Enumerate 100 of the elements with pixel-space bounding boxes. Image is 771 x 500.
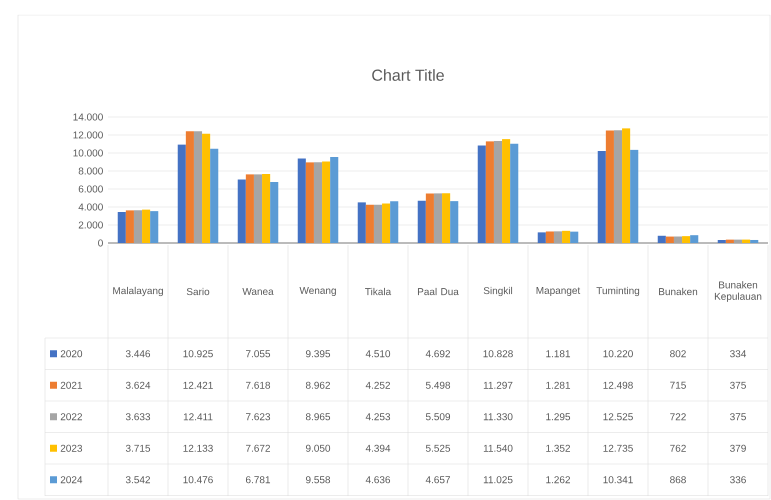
data-label: 7.055 [246,350,270,358]
data-label: 762 [670,444,686,452]
data-label: 3.624 [126,382,150,389]
bar [330,156,338,243]
data-label: 802 [670,350,686,358]
bar [118,212,126,243]
data-label: 334 [730,350,746,358]
data-label: 12.498 [603,382,633,389]
y-tick-label: 6.000 [78,185,103,193]
y-tick-label: 0 [98,239,103,247]
bar [426,194,434,243]
data-label: 4.510 [366,350,390,358]
bar [614,130,622,243]
data-label: 12.421 [183,382,213,389]
data-label: 5.498 [426,382,450,389]
data-label: 6.781 [246,476,270,484]
bar [238,180,246,243]
data-label: 375 [730,413,746,420]
data-label: 12.735 [603,444,633,452]
x-tick-label: Bunaken Kepulauan [714,281,762,302]
bar [750,240,758,243]
bar [734,240,742,243]
data-label: 10.341 [603,476,633,484]
bar [726,240,734,243]
data-label: 9.050 [306,444,330,452]
bar [314,162,322,243]
legend-label: 2024 [60,476,82,484]
x-tick-label: Mapanget [536,287,580,296]
bar [134,210,142,243]
data-label: 868 [670,476,686,484]
data-label: 10.220 [603,350,633,358]
data-label: 12.411 [184,413,212,420]
bar [322,162,330,243]
data-label: 722 [670,413,686,420]
y-tick-label: 4.000 [78,203,103,211]
bar [742,240,750,243]
bar [246,174,254,243]
data-label: 11.297 [484,382,512,389]
bar [494,141,502,243]
data-label: 4.252 [366,382,390,389]
bar [570,232,578,243]
bar [202,134,210,243]
bar [682,236,690,243]
bar [150,211,158,243]
data-label: 1.352 [546,444,570,452]
bar [486,141,494,243]
bar [658,236,666,243]
data-label: 10.476 [183,476,213,484]
bar [366,204,374,243]
bar [622,128,630,243]
data-label: 7.623 [246,413,270,420]
bar [502,139,510,243]
data-label: 1.181 [546,350,570,358]
data-label: 8.962 [306,382,330,389]
bar [434,193,442,243]
data-label: 9.558 [306,476,330,484]
bar [186,131,194,243]
data-label: 12.525 [603,413,633,420]
y-tick-label: 12.000 [73,131,103,139]
y-tick-label: 10.000 [73,149,103,157]
y-tick-label: 2.000 [78,221,103,229]
bar [666,236,674,243]
data-label: 9.395 [306,350,330,358]
data-label: 4.253 [366,413,390,420]
bar [358,202,366,243]
bar [194,131,202,243]
bar [374,204,382,243]
data-label: 11.540 [484,444,513,452]
data-label: 3.542 [126,476,150,484]
y-tick-label: 8.000 [78,167,103,175]
bar [126,210,134,243]
y-tick-label: 14.000 [73,113,103,121]
x-tick-label: Tuminting [596,286,640,296]
data-label: 336 [730,476,746,484]
bar [178,144,186,243]
data-label: 5.525 [426,444,450,452]
bar [298,158,306,243]
data-label: 375 [730,382,746,389]
data-label: 5.509 [426,413,450,420]
bar [210,148,218,243]
data-label: 10.925 [183,350,213,358]
bar [450,201,458,243]
bar [538,232,546,243]
bar [418,200,426,243]
x-tick-label: Paal Dua [418,288,459,296]
x-tick-label: Bunaken [659,288,698,296]
bar [546,231,554,243]
data-label: 1.295 [546,413,570,420]
x-tick-label: Wanea [242,288,274,295]
legend-label: 2020 [60,350,82,358]
data-label: 4.636 [366,476,390,484]
bar [718,240,726,243]
bar [630,150,638,243]
x-tick-label: Wenang [300,287,336,296]
bar [606,130,614,243]
bar [382,203,390,243]
bar [270,182,278,243]
data-label: 8.965 [306,413,330,420]
x-tick-label: Singkil [484,286,512,296]
bar [598,151,606,243]
